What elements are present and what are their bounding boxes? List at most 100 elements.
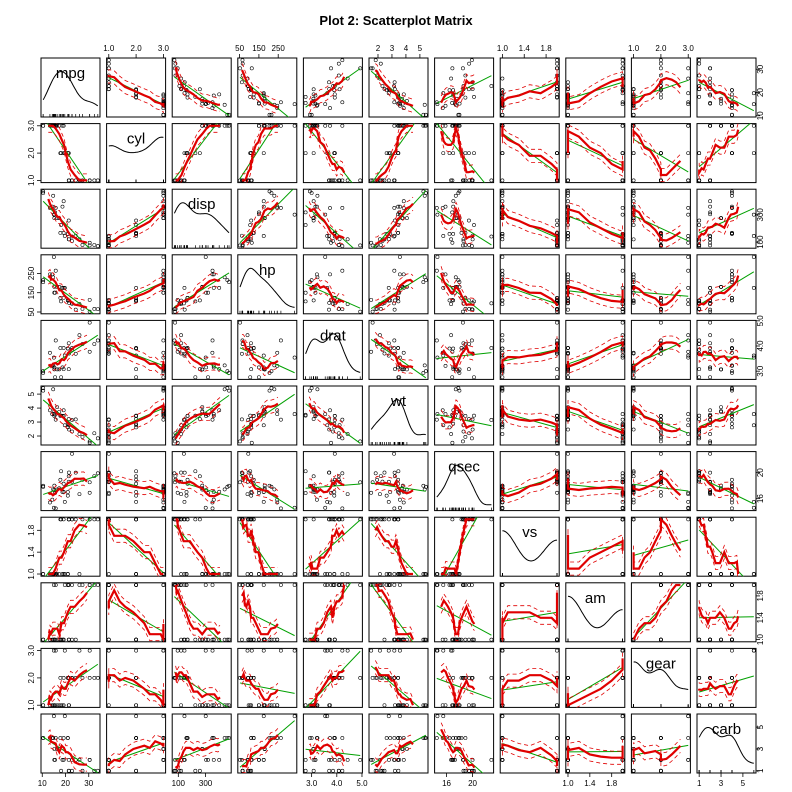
data-point xyxy=(248,768,253,773)
data-point xyxy=(210,703,215,708)
data-point xyxy=(463,413,468,418)
panel-carb-vs-carb: carb xyxy=(696,713,757,774)
panel-frame xyxy=(302,254,363,315)
data-point xyxy=(719,367,723,372)
data-point xyxy=(373,471,378,476)
panel-vs-vs-carb xyxy=(696,516,757,577)
data-point xyxy=(340,58,345,63)
data-point xyxy=(397,703,402,708)
data-point xyxy=(566,386,570,391)
y-tick-label: 4 xyxy=(27,405,36,410)
data-point xyxy=(257,101,261,106)
smoother-line xyxy=(308,76,346,107)
data-point xyxy=(659,244,663,248)
data-point xyxy=(659,58,663,63)
spread-line xyxy=(440,593,475,628)
data-point xyxy=(392,517,396,522)
panel-contents xyxy=(41,517,100,577)
spread-line xyxy=(567,664,623,708)
panel-disp-vs-am xyxy=(565,188,626,249)
data-point xyxy=(200,367,205,372)
panel-cyl-vs-cyl: cyl xyxy=(106,123,167,184)
data-point xyxy=(566,80,570,85)
data-point xyxy=(449,237,453,242)
panel-contents xyxy=(303,189,363,249)
data-point xyxy=(386,285,391,290)
data-point xyxy=(453,736,458,740)
data-point xyxy=(463,583,468,587)
spread-line xyxy=(48,742,88,772)
data-point xyxy=(620,102,625,107)
data-point xyxy=(686,583,691,587)
data-point xyxy=(303,299,308,304)
data-point xyxy=(41,278,46,283)
data-point xyxy=(422,637,427,642)
data-point xyxy=(327,517,332,522)
data-point xyxy=(392,268,397,273)
data-point xyxy=(697,479,702,484)
data-point xyxy=(315,193,320,198)
data-point xyxy=(751,572,756,576)
spread-line xyxy=(241,728,279,761)
data-point xyxy=(566,178,570,183)
data-point xyxy=(87,440,92,445)
data-point xyxy=(358,480,363,485)
data-point xyxy=(555,320,559,325)
data-point xyxy=(566,307,570,312)
data-point xyxy=(401,367,406,372)
data-point xyxy=(261,234,266,238)
data-point xyxy=(249,66,254,71)
spread-line xyxy=(378,209,414,249)
spread-line xyxy=(175,485,221,504)
panel-contents xyxy=(697,583,756,642)
data-point xyxy=(311,298,316,303)
linear-fit-line xyxy=(502,284,558,305)
data-point xyxy=(449,76,453,81)
spread-line xyxy=(635,591,681,642)
data-point xyxy=(303,517,308,522)
data-point xyxy=(500,178,505,183)
smoother-line xyxy=(47,398,88,437)
spread-line xyxy=(108,398,164,428)
spread-line xyxy=(308,70,345,100)
panel-frame xyxy=(434,188,495,249)
panel-drat-vs-hp xyxy=(237,319,298,380)
data-point xyxy=(175,440,180,445)
data-point xyxy=(620,320,625,325)
panel-contents xyxy=(238,714,297,773)
data-point xyxy=(309,278,314,283)
panel-frame xyxy=(237,451,298,512)
panel-qsec-vs-drat xyxy=(302,451,363,512)
data-point xyxy=(161,350,166,355)
spread-line xyxy=(440,735,475,773)
panel-hp-vs-wt xyxy=(368,254,429,315)
data-point xyxy=(210,506,215,511)
data-point xyxy=(303,491,308,495)
data-point xyxy=(313,757,318,762)
data-point xyxy=(467,307,472,311)
data-point xyxy=(386,178,391,183)
data-point xyxy=(730,278,734,283)
panel-qsec-vs-mpg xyxy=(40,451,101,512)
panel-hp-vs-qsec xyxy=(434,254,495,315)
data-point xyxy=(217,703,222,708)
panel-disp-vs-carb xyxy=(696,188,757,249)
data-point xyxy=(337,757,342,762)
spread-line xyxy=(502,290,558,313)
spread-line xyxy=(108,210,164,249)
spread-line xyxy=(567,137,623,177)
data-point xyxy=(730,272,734,277)
data-point xyxy=(489,676,494,680)
spread-line xyxy=(108,596,164,642)
data-point xyxy=(222,387,227,392)
spread-line xyxy=(633,399,681,426)
density-curve-wt xyxy=(370,398,426,436)
data-point xyxy=(52,637,57,642)
data-point xyxy=(398,255,402,259)
data-point xyxy=(327,80,331,85)
data-point xyxy=(211,757,216,762)
data-point xyxy=(397,757,402,762)
panel-frame xyxy=(40,516,101,577)
data-point xyxy=(61,757,66,762)
panel-gear-vs-am xyxy=(565,647,626,708)
